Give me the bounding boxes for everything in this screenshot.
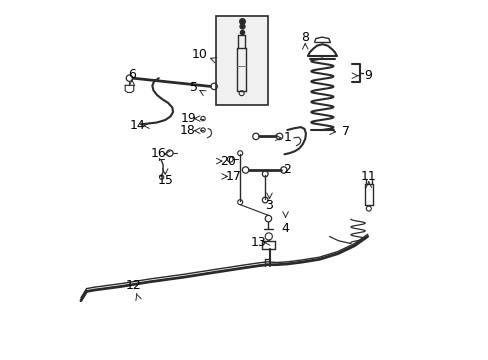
- Text: 4: 4: [281, 222, 289, 235]
- Text: 3: 3: [265, 198, 273, 212]
- Text: 7: 7: [342, 125, 349, 138]
- Text: 5: 5: [190, 81, 198, 94]
- Text: 6: 6: [128, 68, 136, 81]
- Text: 15: 15: [157, 174, 173, 187]
- Text: 11: 11: [360, 170, 376, 183]
- Text: 17: 17: [225, 170, 241, 183]
- Text: 18: 18: [180, 124, 196, 137]
- Text: 10: 10: [191, 48, 207, 61]
- Text: 20: 20: [220, 154, 236, 167]
- Bar: [216, 16, 267, 105]
- Text: 1: 1: [283, 131, 291, 144]
- Text: 14: 14: [129, 119, 145, 132]
- Text: 13: 13: [250, 236, 265, 249]
- Text: 2: 2: [283, 163, 291, 176]
- Text: 12: 12: [125, 279, 142, 292]
- Text: 16: 16: [150, 148, 165, 161]
- Text: 19: 19: [180, 112, 196, 125]
- Text: 8: 8: [301, 31, 308, 44]
- Text: 9: 9: [363, 69, 371, 82]
